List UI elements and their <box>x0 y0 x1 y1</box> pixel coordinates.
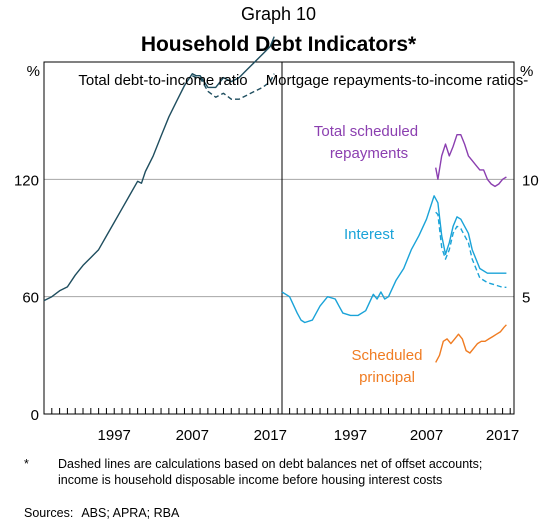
x-tick-label: 2007 <box>176 427 209 444</box>
footnote-text: Dashed lines are calculations based on d… <box>58 457 483 487</box>
plot-frame <box>43 61 515 415</box>
x-tick-label: 2017 <box>254 427 287 444</box>
series-debt-total <box>43 36 275 302</box>
y-tick-label-right: 10 <box>522 172 539 189</box>
sources: Sources: ABS; APRA; RBA <box>24 506 179 520</box>
footnote-marker: * <box>24 457 29 471</box>
label-scheduled-principal-line2: principal <box>359 369 415 386</box>
x-tick-label: 1997 <box>334 427 367 444</box>
y-tick-label-right: 5 <box>522 290 530 307</box>
series-interest-net-offset <box>435 211 507 288</box>
chart-title: Household Debt Indicators* <box>140 33 417 56</box>
series-interest <box>281 195 507 324</box>
y-tick-label-left: 60 <box>22 290 39 307</box>
y-axis-unit-left: % <box>27 63 40 80</box>
panel-title-left: Total debt-to-income ratio <box>78 72 247 89</box>
sources-label: Sources: <box>24 506 74 520</box>
x-tick-label: 1997 <box>98 427 131 444</box>
sources-value: ABS; APRA; RBA <box>81 506 180 520</box>
series-total-scheduled-repayments <box>435 133 507 188</box>
label-total-scheduled-repayments-line1: Total scheduled <box>314 123 418 140</box>
panel-title-right-line1: Mortgage repayments-to-income ratios- <box>266 72 529 89</box>
label-interest: Interest <box>344 226 395 243</box>
x-tick-label: 2007 <box>410 427 443 444</box>
label-total-scheduled-repayments-line2: repayments <box>330 145 408 162</box>
series-debt-net-offset <box>191 73 275 100</box>
x-tick-label: 2017 <box>486 427 519 444</box>
y-axis-unit-right: % <box>520 63 533 80</box>
y-tick-label-left: 0 <box>31 407 39 424</box>
series-scheduled-principal <box>435 324 507 363</box>
y-tick-label-left: 120 <box>14 172 39 189</box>
graph-number: Graph 10 <box>240 4 317 24</box>
label-scheduled-principal-line1: Scheduled <box>352 347 423 364</box>
footnote: * Dashed lines are calculations based on… <box>24 456 524 488</box>
